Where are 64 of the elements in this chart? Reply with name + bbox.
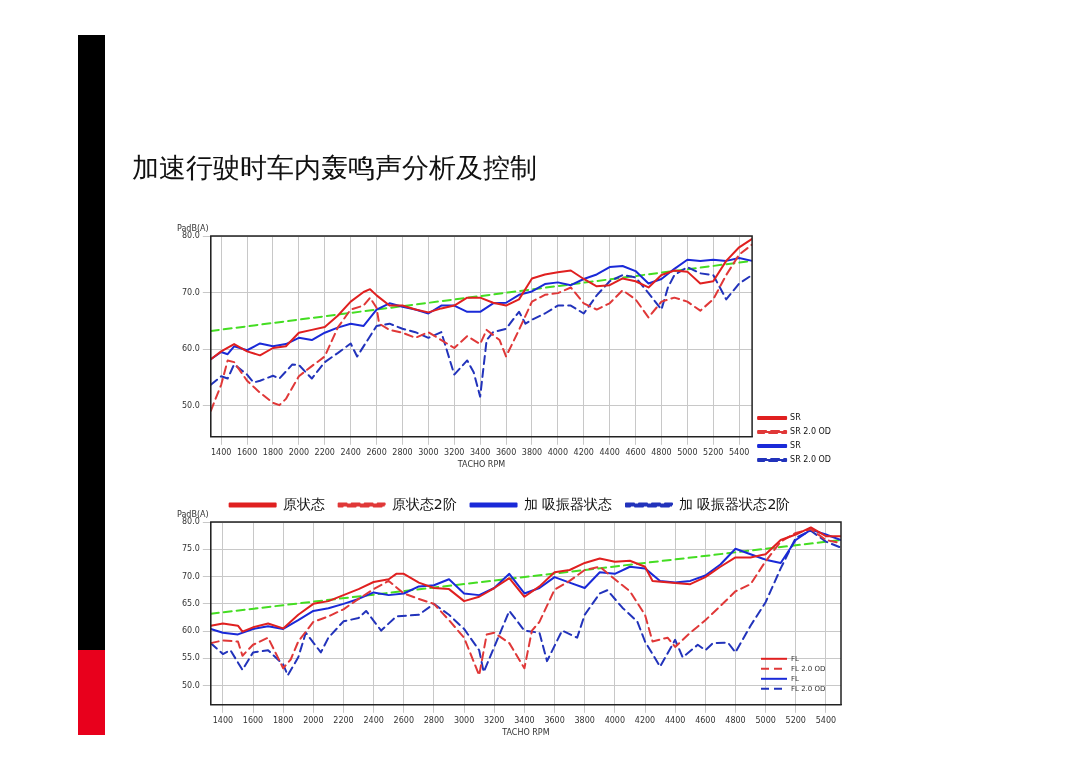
y-tick-label: 70.0	[182, 287, 200, 297]
legend-label: 原状态2阶	[391, 495, 457, 512]
x-tick-label: 4400	[664, 715, 686, 725]
x-tick-label: 2400	[363, 715, 384, 725]
legend-label: SR	[790, 441, 802, 451]
x-axis-title: TACHO RPM	[501, 728, 550, 738]
y-tick-label: 70.0	[182, 571, 200, 581]
y-tick-label: 75.0	[182, 544, 200, 554]
y-tick-label: 60.0	[182, 626, 200, 636]
x-tick-label: 2000	[288, 447, 310, 457]
x-tick-label: 4200	[573, 447, 594, 457]
x-tick-label: 2600	[393, 715, 414, 725]
x-tick-label: 3200	[484, 715, 505, 725]
x-tick-label: 1400	[212, 715, 234, 725]
x-tick-label: 1800	[273, 715, 294, 725]
y-tick-label: 55.0	[182, 653, 200, 663]
legend-label: SR 2.0 OD	[790, 455, 831, 465]
x-tick-label: 1400	[210, 447, 232, 457]
x-axis-title: TACHO RPM	[456, 460, 506, 470]
y-tick-label: 80.0	[182, 231, 200, 241]
x-tick-label: 3000	[453, 715, 475, 725]
x-tick-label: 3800	[574, 715, 595, 725]
x-tick-label: 5400	[728, 447, 750, 457]
x-tick-label: 1600	[242, 715, 264, 725]
legend-label: SR	[790, 413, 802, 423]
x-tick-label: 4000	[547, 447, 569, 457]
x-tick-label: 2800	[392, 447, 413, 457]
x-tick-label: 3400	[514, 715, 535, 725]
x-tick-label: 2200	[333, 715, 354, 725]
x-tick-label: 3600	[544, 715, 565, 725]
x-tick-label: 3200	[444, 447, 465, 457]
x-tick-label: 4800	[651, 447, 672, 457]
x-tick-label: 3000	[418, 447, 439, 457]
x-tick-label: 4800	[725, 715, 746, 725]
x-tick-label: 2800	[423, 715, 445, 725]
x-tick-label: 5400	[815, 715, 837, 725]
legend-label: 加 吸振器状态2阶	[679, 495, 791, 512]
x-tick-label: 4200	[634, 715, 656, 725]
x-tick-label: 4600	[625, 447, 646, 457]
x-tick-label: 4400	[599, 447, 620, 457]
x-tick-label: 5000	[677, 447, 698, 457]
chart-title: 加速行驶时车内轰鸣声分析及控制	[132, 151, 537, 185]
x-tick-label: 2200	[314, 447, 335, 457]
x-tick-label: 4600	[695, 715, 716, 725]
y-tick-label: 60.0	[182, 344, 200, 354]
x-tick-label: 5200	[785, 715, 806, 725]
y-tick-label: 80.0	[182, 517, 200, 527]
legend-label: 原状态	[282, 495, 325, 512]
y-tick-label: 50.0	[182, 680, 200, 690]
x-tick-label: 1600	[236, 447, 258, 457]
x-tick-label: 3800	[521, 447, 543, 457]
x-tick-label: 5200	[703, 447, 724, 457]
x-tick-label: 2000	[303, 715, 324, 725]
legend-label: SR 2.0 OD	[790, 427, 831, 437]
x-tick-label: 1800	[262, 447, 284, 457]
x-tick-label: 2600	[366, 447, 387, 457]
y-tick-label: 65.0	[182, 598, 200, 608]
x-tick-label: 4000	[604, 715, 626, 725]
y-tick-label: 50.0	[182, 400, 200, 410]
x-tick-label: 2400	[340, 447, 361, 457]
x-tick-label: 3600	[495, 447, 517, 457]
x-tick-label: 3400	[469, 447, 491, 457]
x-tick-label: 5000	[755, 715, 776, 725]
legend-label: 加 吸振器状态	[523, 495, 612, 512]
